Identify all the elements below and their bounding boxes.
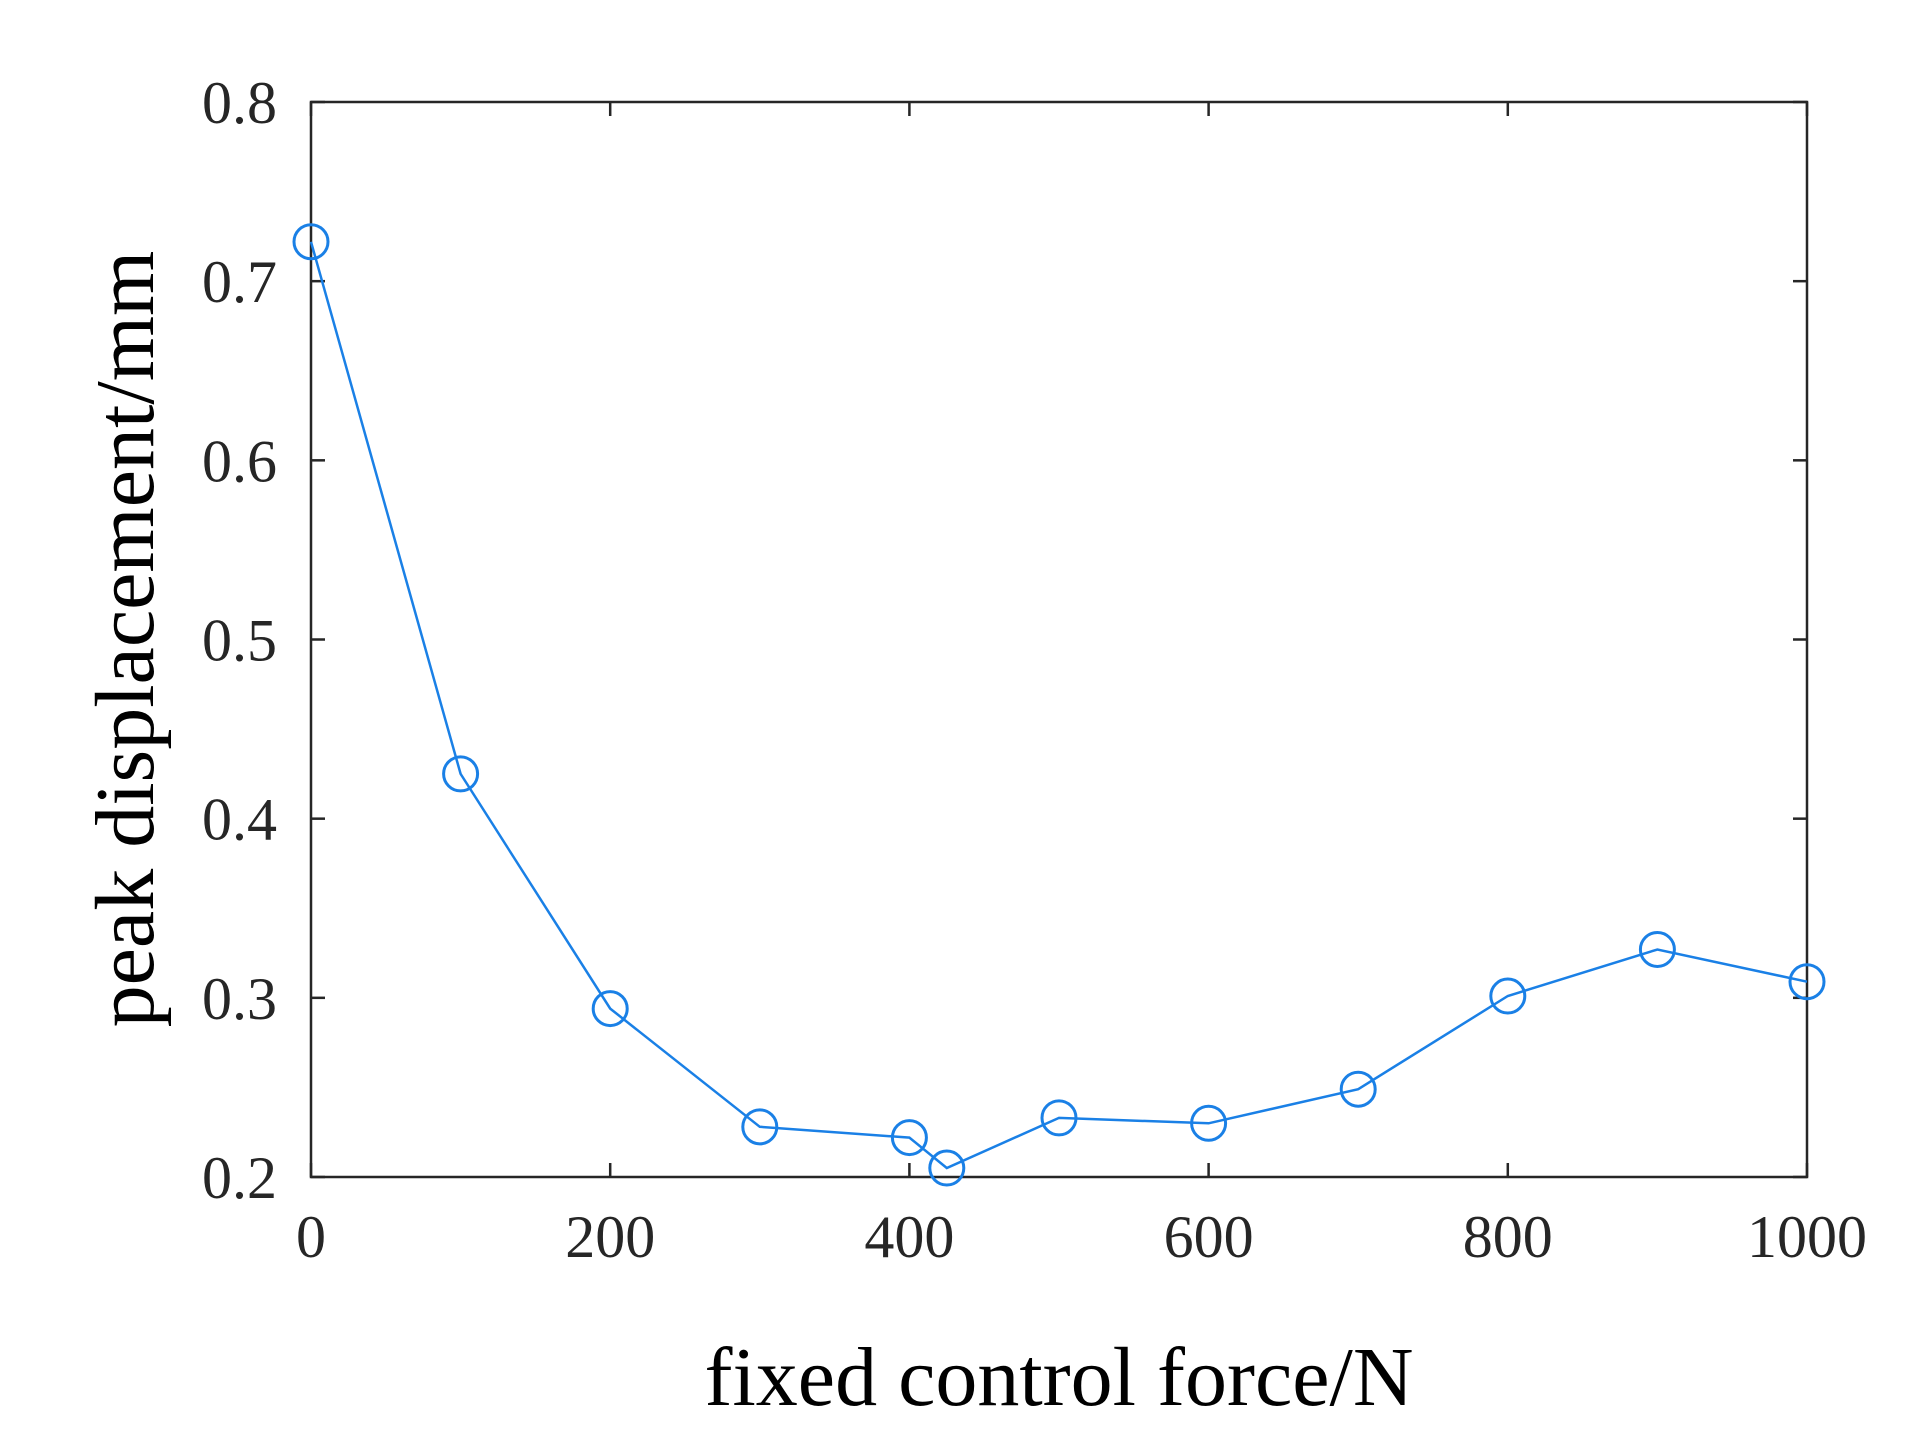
data-point-marker xyxy=(591,990,629,1028)
x-tick-label: 200 xyxy=(565,1204,655,1270)
data-point-marker xyxy=(292,223,330,261)
data-point-marker xyxy=(741,1108,779,1146)
data-point-marker xyxy=(1638,930,1676,968)
y-tick-label: 0.4 xyxy=(202,787,277,853)
data-point-marker xyxy=(928,1149,966,1187)
data-point-marker xyxy=(1788,963,1826,1001)
axes-frame xyxy=(309,100,1809,1179)
y-tick-label: 0.7 xyxy=(202,249,277,315)
x-tick-label: 1000 xyxy=(1747,1204,1867,1270)
x-axis-title: fixed control force/N xyxy=(704,1331,1413,1424)
y-axis-title: peak displacement/mm xyxy=(79,251,172,1028)
x-tick-label: 0 xyxy=(296,1204,326,1270)
axis-ticks xyxy=(309,100,1809,1179)
y-tick-label: 0.3 xyxy=(202,966,277,1032)
series-line xyxy=(309,241,1808,1170)
data-point-marker xyxy=(890,1119,928,1157)
y-tick-label: 0.5 xyxy=(202,608,277,674)
y-tick-label: 0.8 xyxy=(202,70,277,136)
data-point-marker xyxy=(1040,1099,1078,1137)
series-layer xyxy=(292,223,1826,1187)
y-tick-label: 0.2 xyxy=(202,1145,277,1211)
plot-area xyxy=(292,100,1826,1187)
x-tick-label: 800 xyxy=(1463,1204,1553,1270)
data-point-marker xyxy=(442,755,480,793)
x-tick-label: 400 xyxy=(864,1204,954,1270)
y-tick-labels: 0.2 0.3 0.4 0.5 0.6 0.7 0.8 xyxy=(202,70,277,1211)
data-point-marker xyxy=(1339,1070,1377,1108)
data-point-marker xyxy=(1489,977,1527,1015)
data-point-marker xyxy=(1190,1104,1228,1142)
y-tick-label: 0.6 xyxy=(202,428,277,494)
x-tick-label: 600 xyxy=(1164,1204,1254,1270)
x-tick-labels: 0 200 400 600 800 1000 xyxy=(296,1204,1867,1270)
